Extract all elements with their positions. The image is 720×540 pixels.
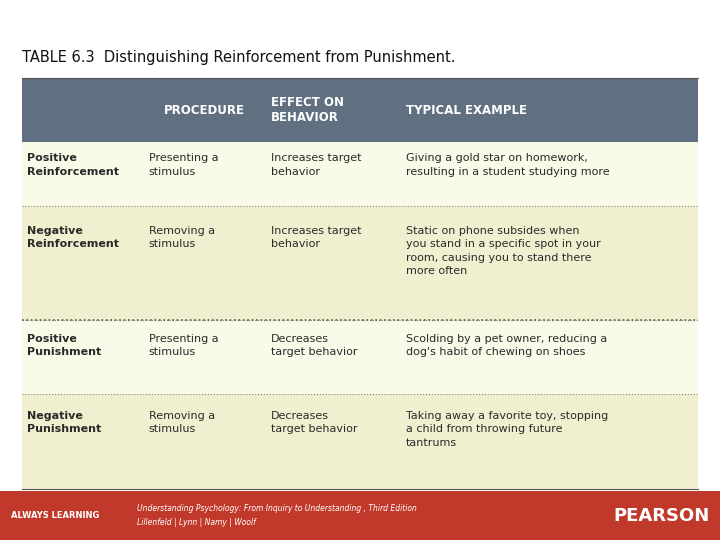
Bar	[22, 206, 698, 320]
Text: Lillenfeld | Lynn | Namy | Woolf: Lillenfeld | Lynn | Namy | Woolf	[137, 518, 256, 527]
Text: Decreases
target behavior: Decreases target behavior	[271, 411, 357, 435]
Text: TABLE 6.3  Distinguishing Reinforcement from Punishment.: TABLE 6.3 Distinguishing Reinforcement f…	[22, 50, 455, 65]
Text: EFFECT ON
BEHAVIOR: EFFECT ON BEHAVIOR	[271, 96, 343, 124]
Text: Positive
Reinforcement: Positive Reinforcement	[27, 153, 119, 177]
Bar	[22, 394, 698, 489]
Text: ALWAYS LEARNING: ALWAYS LEARNING	[11, 511, 99, 520]
Text: Taking away a favorite toy, stopping
a child from throwing future
tantrums: Taking away a favorite toy, stopping a c…	[406, 411, 608, 448]
Text: PEARSON: PEARSON	[613, 507, 709, 525]
Text: Negative
Reinforcement: Negative Reinforcement	[27, 226, 119, 249]
Text: TYPICAL EXAMPLE: TYPICAL EXAMPLE	[406, 104, 527, 117]
Bar	[0, 491, 720, 540]
Text: Giving a gold star on homework,
resulting in a student studying more: Giving a gold star on homework, resultin…	[406, 153, 610, 177]
Text: Increases target
behavior: Increases target behavior	[271, 153, 361, 177]
Text: Presenting a
stimulus: Presenting a stimulus	[149, 334, 218, 357]
Text: Decreases
target behavior: Decreases target behavior	[271, 334, 357, 357]
Text: Removing a
stimulus: Removing a stimulus	[149, 411, 215, 435]
Text: Static on phone subsides when
you stand in a specific spot in your
room, causing: Static on phone subsides when you stand …	[406, 226, 600, 276]
Text: Understanding Psychology: From Inquiry to Understanding , Third Edition: Understanding Psychology: From Inquiry t…	[137, 504, 417, 513]
Bar	[22, 320, 698, 394]
Text: Increases target
behavior: Increases target behavior	[271, 226, 361, 249]
Text: Presenting a
stimulus: Presenting a stimulus	[149, 153, 218, 177]
Text: Positive
Punishment: Positive Punishment	[27, 334, 102, 357]
Text: Negative
Punishment: Negative Punishment	[27, 411, 102, 435]
Text: PROCEDURE: PROCEDURE	[164, 104, 245, 117]
Bar	[22, 142, 698, 206]
Bar	[22, 78, 698, 142]
Text: Scolding by a pet owner, reducing a
dog's habit of chewing on shoes: Scolding by a pet owner, reducing a dog'…	[406, 334, 607, 357]
Text: Removing a
stimulus: Removing a stimulus	[149, 226, 215, 249]
